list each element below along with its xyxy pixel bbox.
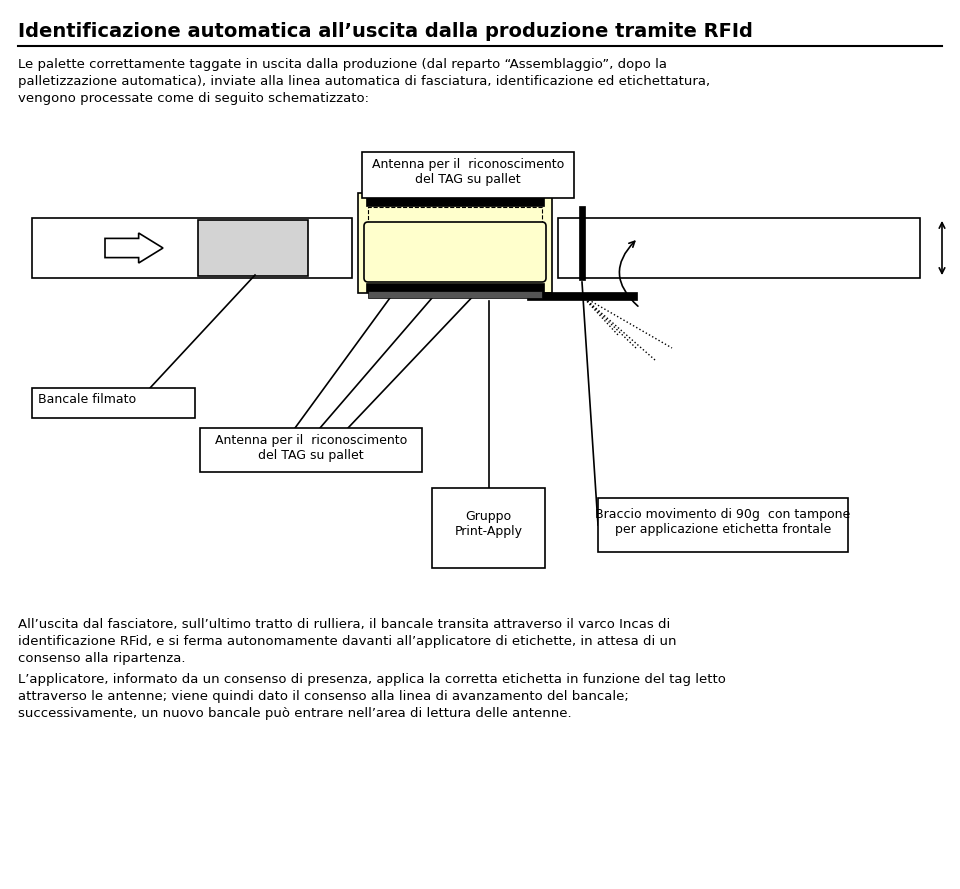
Text: palletizzazione automatica), inviate alla linea automatica di fasciatura, identi: palletizzazione automatica), inviate all… [18, 75, 710, 88]
Bar [558, 218, 920, 278]
Bar [32, 218, 352, 278]
Bar [598, 498, 848, 552]
Bar [527, 292, 637, 300]
Text: attraverso le antenne; viene quindi dato il consenso alla linea di avanzamento d: attraverso le antenne; viene quindi dato… [18, 690, 629, 703]
Bar [358, 193, 552, 293]
Bar [432, 488, 545, 568]
Bar [368, 207, 542, 251]
Bar [579, 206, 585, 280]
Text: vengono processate come di seguito schematizzato:: vengono processate come di seguito schem… [18, 92, 369, 105]
Bar [198, 220, 308, 276]
Bar [366, 283, 544, 292]
Text: All’uscita dal fasciatore, sull’ultimo tratto di rulliera, il bancale transita a: All’uscita dal fasciatore, sull’ultimo t… [18, 618, 670, 631]
Bar [362, 152, 574, 198]
FancyBboxPatch shape [364, 222, 546, 282]
Text: Bancale filmato: Bancale filmato [38, 393, 136, 406]
Polygon shape [105, 233, 163, 263]
Text: Braccio movimento di 90g  con tampone
per applicazione etichetta frontale: Braccio movimento di 90g con tampone per… [595, 508, 851, 536]
Bar [200, 428, 422, 472]
Bar [368, 291, 542, 298]
Text: consenso alla ripartenza.: consenso alla ripartenza. [18, 652, 185, 665]
Text: Antenna per il  riconoscimento
del TAG su pallet: Antenna per il riconoscimento del TAG su… [372, 158, 564, 186]
Bar [32, 388, 195, 418]
Text: Antenna per il  riconoscimento
del TAG su pallet: Antenna per il riconoscimento del TAG su… [215, 434, 407, 462]
Text: identificazione RFid, e si ferma autonomamente davanti all’applicatore di etiche: identificazione RFid, e si ferma autonom… [18, 635, 677, 648]
Text: Identificazione automatica all’uscita dalla produzione tramite RFId: Identificazione automatica all’uscita da… [18, 22, 753, 41]
Text: L’applicatore, informato da un consenso di presenza, applica la corretta etichet: L’applicatore, informato da un consenso … [18, 673, 726, 686]
Text: successivamente, un nuovo bancale può entrare nell’area di lettura delle antenne: successivamente, un nuovo bancale può en… [18, 707, 571, 720]
Text: Le palette correttamente taggate in uscita dalla produzione (dal reparto “Assemb: Le palette correttamente taggate in usci… [18, 58, 667, 71]
Text: Gruppo
Print-Apply: Gruppo Print-Apply [454, 510, 522, 538]
Bar [366, 197, 544, 206]
